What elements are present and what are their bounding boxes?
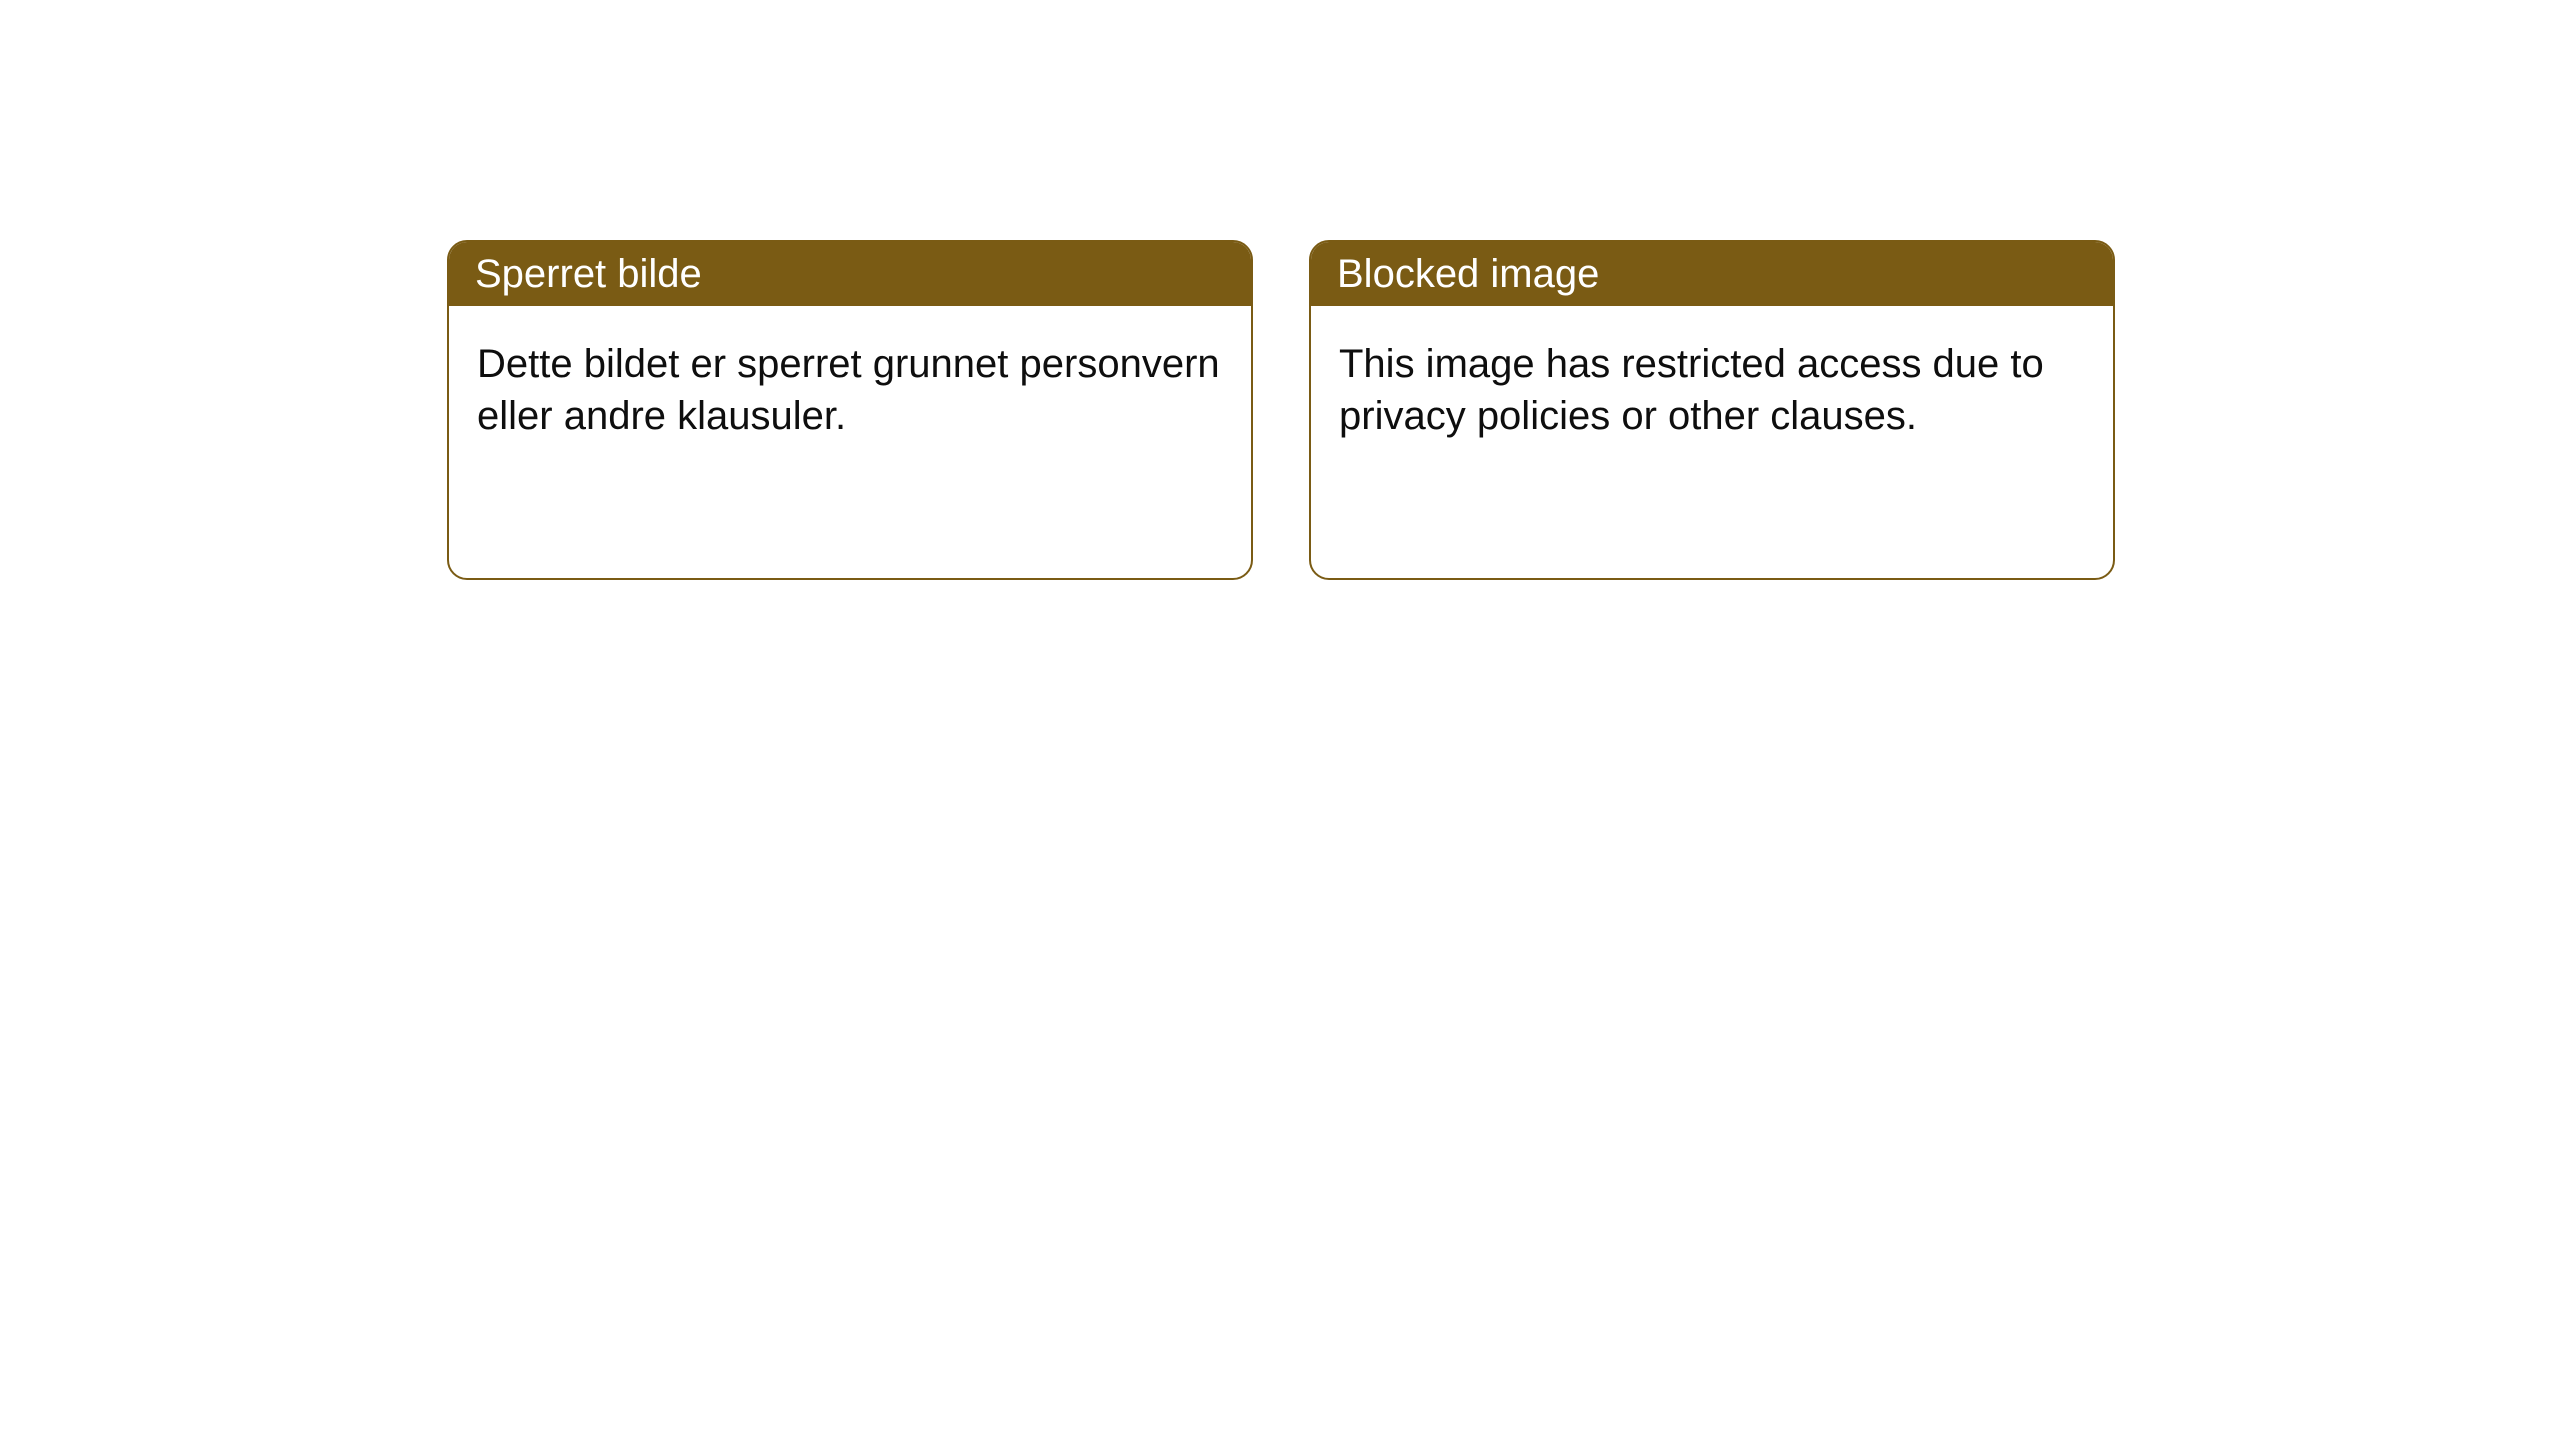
notice-card-title: Blocked image: [1311, 242, 2113, 306]
notice-card-body: Dette bildet er sperret grunnet personve…: [449, 306, 1251, 578]
notice-card-body: This image has restricted access due to …: [1311, 306, 2113, 578]
notice-card-norwegian: Sperret bilde Dette bildet er sperret gr…: [447, 240, 1253, 580]
notice-card-english: Blocked image This image has restricted …: [1309, 240, 2115, 580]
notice-card-title: Sperret bilde: [449, 242, 1251, 306]
page-stage: Sperret bilde Dette bildet er sperret gr…: [0, 0, 2560, 1440]
notice-cards-container: Sperret bilde Dette bildet er sperret gr…: [447, 240, 2115, 580]
